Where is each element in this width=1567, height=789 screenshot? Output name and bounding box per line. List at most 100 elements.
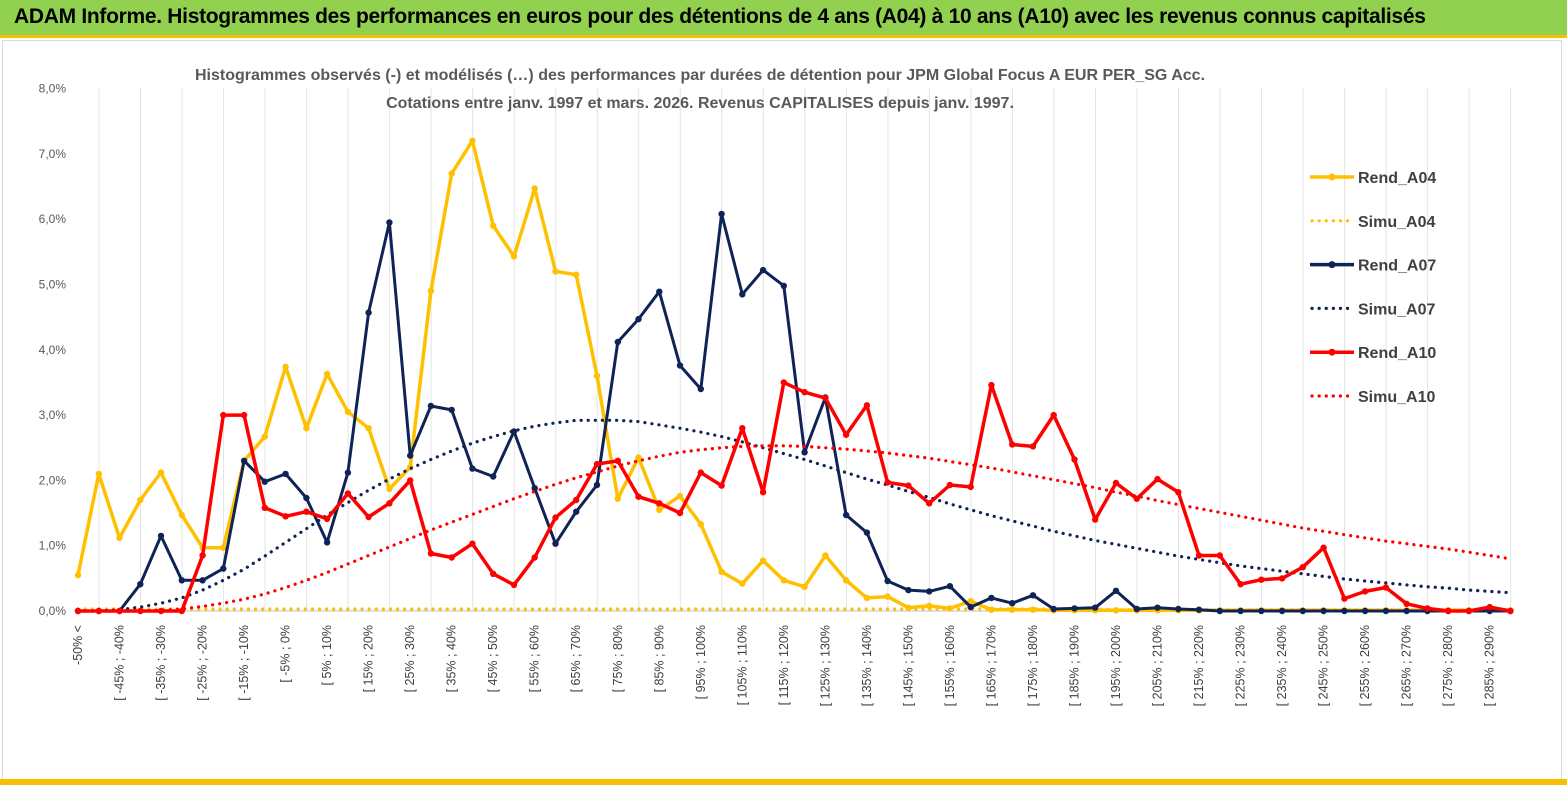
data-point	[490, 473, 497, 480]
data-point	[1299, 564, 1307, 571]
data-point	[1278, 575, 1286, 582]
data-point	[842, 511, 850, 519]
data-point	[282, 513, 289, 520]
data-point	[573, 496, 580, 504]
x-tick-label: [ 145% ; 150%	[901, 625, 915, 706]
data-point	[303, 425, 310, 432]
data-point	[842, 431, 850, 438]
data-point	[386, 485, 393, 493]
data-point	[656, 506, 663, 513]
x-tick-label: [ 15% ; 20%	[362, 625, 376, 692]
legend-label: Rend_A10	[1358, 345, 1436, 362]
data-point	[427, 287, 435, 295]
data-point	[531, 185, 538, 192]
data-point	[178, 511, 185, 519]
series-Simu_A10	[76, 444, 1513, 613]
y-tick-label: 1,0%	[39, 539, 67, 553]
data-point	[1216, 552, 1224, 559]
data-point	[1361, 607, 1369, 615]
data-point	[1009, 600, 1016, 607]
data-point	[1237, 607, 1244, 615]
x-tick-label: [ 205% ; 210%	[1151, 625, 1165, 706]
x-tick-label: [ 115% ; 120%	[777, 625, 791, 705]
data-point	[842, 577, 850, 584]
data-point	[386, 500, 393, 507]
data-point	[822, 394, 829, 402]
data-point	[573, 508, 580, 515]
data-point	[967, 483, 974, 491]
data-point	[1133, 495, 1141, 502]
data-point	[240, 411, 248, 419]
data-point	[656, 288, 663, 295]
data-point	[1403, 607, 1410, 615]
x-tick-label: [ -5% ; 0%	[279, 625, 293, 683]
data-point	[1258, 607, 1265, 615]
legend-item: Simu_A10	[1310, 389, 1435, 406]
data-point	[1071, 456, 1078, 463]
data-point	[635, 315, 642, 323]
series-Simu_A07	[76, 418, 1513, 613]
data-point	[552, 540, 559, 547]
data-point	[1092, 604, 1099, 611]
data-point	[1465, 607, 1473, 615]
x-tick-label: [ 35% ; 40%	[445, 625, 459, 692]
x-tick-label: [ 75% ; 80%	[611, 625, 625, 692]
data-point	[1258, 576, 1265, 583]
data-point	[676, 509, 684, 517]
data-point	[988, 594, 995, 602]
series-Rend_A10	[74, 379, 1514, 615]
data-point	[946, 481, 954, 489]
data-point	[926, 500, 933, 507]
grid-lines	[98, 88, 1512, 611]
data-point	[1050, 605, 1057, 613]
data-point	[946, 583, 954, 590]
x-tick-label: [ 195% ; 200%	[1109, 625, 1123, 706]
data-point	[801, 389, 808, 396]
data-point	[1050, 411, 1057, 419]
data-point	[718, 568, 725, 575]
report-banner: ADAM Informe. Histogrammes des performan…	[0, 0, 1567, 38]
data-point	[1029, 443, 1037, 450]
x-tick-label: [ 165% ; 170%	[984, 625, 998, 706]
series-line	[78, 212, 1511, 613]
data-point	[531, 485, 538, 492]
y-tick-label: 4,0%	[39, 343, 67, 357]
data-point	[261, 504, 268, 511]
data-point	[967, 603, 974, 611]
series-line	[78, 380, 1511, 613]
data-point	[1341, 595, 1348, 602]
data-point	[718, 482, 725, 489]
data-point	[926, 588, 933, 595]
data-point	[884, 593, 891, 600]
x-tick-label: [ 245% ; 250%	[1317, 625, 1331, 706]
data-point	[1445, 607, 1452, 615]
data-point	[220, 411, 227, 419]
data-point	[1009, 441, 1016, 448]
data-point	[676, 492, 684, 500]
data-point	[863, 402, 871, 409]
data-point	[1486, 603, 1493, 611]
data-point	[697, 521, 704, 528]
data-point	[1154, 475, 1161, 483]
data-point	[905, 482, 912, 489]
data-point	[1382, 607, 1390, 615]
y-tick-label: 6,0%	[39, 212, 67, 226]
data-point	[988, 381, 995, 389]
data-point	[863, 529, 871, 536]
data-point	[344, 490, 352, 497]
legend-item: Rend_A07	[1310, 258, 1436, 275]
x-tick-label: [ 285% ; 290%	[1483, 625, 1497, 706]
data-point	[759, 557, 767, 564]
data-point	[780, 282, 787, 289]
x-tick-label: [ 185% ; 190%	[1067, 625, 1081, 706]
data-point	[365, 513, 372, 521]
legend-label: Simu_A10	[1358, 389, 1435, 406]
data-point	[614, 495, 621, 502]
data-point	[344, 469, 352, 476]
data-point	[1175, 489, 1182, 496]
data-point	[1195, 606, 1203, 613]
data-point	[1320, 607, 1327, 615]
data-point	[1216, 607, 1224, 615]
data-point	[303, 494, 310, 502]
